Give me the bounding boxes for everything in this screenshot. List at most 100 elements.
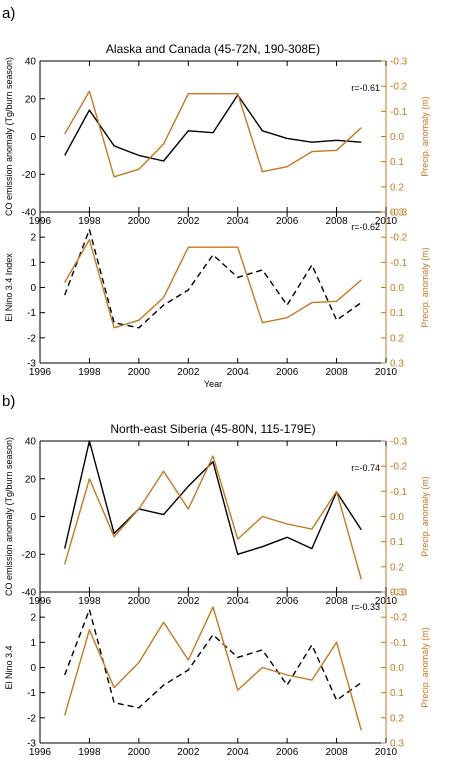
- chart-a-top: 1996 1998 2000 2002 2004 2006 2008 2010-40-2002…: [4, 42, 430, 227]
- x-tick-label: 2002: [177, 747, 200, 758]
- y-tick-label: 0: [30, 132, 36, 143]
- y2-tick-label: -0.2: [390, 82, 408, 93]
- x-tick-label: 2004: [227, 367, 250, 378]
- chart-title: Alaska and Canada (45-72N, 190-308E): [106, 42, 320, 56]
- series-line-precip: [64, 455, 362, 580]
- y2-axis-label: Precip. anomaly (m): [420, 627, 430, 708]
- y-axis-label: El Nino 3.4 Index: [4, 253, 14, 322]
- correlation-annotation: r=-0.33: [351, 602, 380, 612]
- y-tick-label: -1: [27, 688, 36, 699]
- y-tick-label: 2: [30, 233, 36, 244]
- x-tick-label: 2000: [128, 367, 151, 378]
- panel-label: a): [2, 5, 15, 22]
- y-tick-label: -20: [22, 550, 37, 561]
- x-tick-label: 2000: [128, 747, 151, 758]
- y-axis-label: El Nino 3.4: [4, 645, 14, 689]
- y2-tick-label: -0.1: [390, 487, 408, 498]
- y-tick-label: -3: [27, 359, 36, 370]
- y-tick-label: -40: [22, 208, 37, 219]
- y2-tick-label: 0.1: [390, 308, 404, 319]
- y-tick-label: 40: [25, 437, 37, 448]
- x-tick-label: 2008: [325, 367, 348, 378]
- x-tick-label: 2004: [227, 747, 250, 758]
- y-tick-label: 0: [30, 663, 36, 674]
- series-line-co: [64, 440, 362, 555]
- x-tick-label: 2010: [375, 367, 398, 378]
- y2-tick-label: 0.2: [390, 562, 404, 573]
- y-tick-label: -2: [27, 713, 36, 724]
- y2-tick-label: -0.2: [390, 613, 408, 624]
- x-tick-label: 2000: [128, 596, 151, 607]
- y2-tick-label: 0.3: [390, 208, 404, 219]
- y2-tick-label: 0.1: [390, 688, 404, 699]
- y2-axis-label: Precip. anomaly (m): [420, 96, 430, 177]
- x-tick-label: 1996: [29, 367, 52, 378]
- y2-axis-label: Precip. anomaly (m): [420, 247, 430, 328]
- x-tick-label: 2006: [276, 367, 299, 378]
- x-tick-label: 2002: [177, 596, 200, 607]
- y-tick-label: 40: [25, 57, 37, 68]
- x-axis-label: Year: [204, 379, 222, 389]
- y2-tick-label: -0.2: [390, 233, 408, 244]
- x-tick-label: 2004: [227, 216, 250, 227]
- x-tick-label: 2006: [276, 596, 299, 607]
- y-tick-label: -2: [27, 333, 36, 344]
- y-tick-label: 1: [30, 258, 36, 269]
- y-tick-label: -1: [27, 308, 36, 319]
- panel-label: b): [2, 393, 15, 410]
- x-tick-label: 1998: [78, 216, 101, 227]
- y2-tick-label: -0.1: [390, 258, 408, 269]
- y2-tick-label: 0.0: [390, 283, 404, 294]
- y-axis-label: CO emission anomaly (Tg/burn season): [4, 57, 14, 216]
- chart-b-bottom: 1996 1998 2000 2002 2004 2006 2008 2010 -3 -2 -1 0 1…: [4, 588, 430, 759]
- y2-tick-label: 0.2: [390, 713, 404, 724]
- y2-tick-label: 0.0: [390, 512, 404, 523]
- x-tick-label: 1998: [78, 747, 101, 758]
- y-axis-label: CO emission anomaly (Tg/burn season): [4, 437, 14, 596]
- y-tick-label: -3: [27, 739, 36, 750]
- x-tick-label: 1998: [78, 367, 101, 378]
- y2-tick-label: 0.1: [390, 537, 404, 548]
- y-tick-label: 20: [25, 474, 37, 485]
- y2-axis-label: Precip. anomaly (m): [420, 476, 430, 557]
- y2-tick-label: -0.3: [390, 588, 408, 599]
- y2-tick-label: -0.3: [390, 437, 408, 448]
- series-line-nino: [64, 228, 362, 329]
- x-tick-label: 2008: [325, 596, 348, 607]
- y2-tick-label: 0.2: [390, 182, 404, 193]
- y2-tick-label: -0.2: [390, 462, 408, 473]
- chart-a-bottom: 1996 1998 2000 2002 2004 2006 2008 2010 -3 -2 -1 0 1…: [4, 208, 430, 390]
- series-line-nino: [64, 608, 362, 709]
- series-line-precip: [64, 238, 362, 329]
- x-tick-label: 1996: [29, 747, 52, 758]
- y2-tick-label: -0.3: [390, 57, 408, 68]
- y2-tick-label: -0.1: [390, 638, 408, 649]
- x-tick-label: 2006: [276, 747, 299, 758]
- y2-tick-label: -0.1: [390, 107, 408, 118]
- series-line-precip: [64, 90, 362, 178]
- correlation-annotation: r=-0.74: [351, 463, 380, 473]
- x-tick-label: 2002: [177, 367, 200, 378]
- y-tick-label: 0: [30, 512, 36, 523]
- y2-tick-label: 0.0: [390, 663, 404, 674]
- x-tick-label: 2006: [276, 216, 299, 227]
- y2-tick-label: -0.3: [390, 208, 408, 219]
- y-tick-label: -40: [22, 588, 37, 599]
- y-tick-label: 2: [30, 613, 36, 624]
- y-tick-label: 20: [25, 94, 37, 105]
- y2-tick-label: 0.1: [390, 157, 404, 168]
- x-tick-label: 2008: [325, 216, 348, 227]
- y-tick-label: 1: [30, 638, 36, 649]
- y-tick-label: -20: [22, 170, 37, 181]
- series-line-precip: [64, 606, 362, 731]
- x-tick-label: 2000: [128, 216, 151, 227]
- x-tick-label: 2010: [375, 747, 398, 758]
- x-tick-label: 2002: [177, 216, 200, 227]
- series-line-co: [64, 94, 362, 162]
- x-tick-label: 1998: [78, 596, 101, 607]
- y-tick-label: 0: [30, 283, 36, 294]
- y2-tick-label: 0.3: [390, 588, 404, 599]
- chart-b-top: 1996 1998 2000 2002 2004 2006 2008 2010-40-2002…: [4, 422, 430, 607]
- x-tick-label: 2004: [227, 596, 250, 607]
